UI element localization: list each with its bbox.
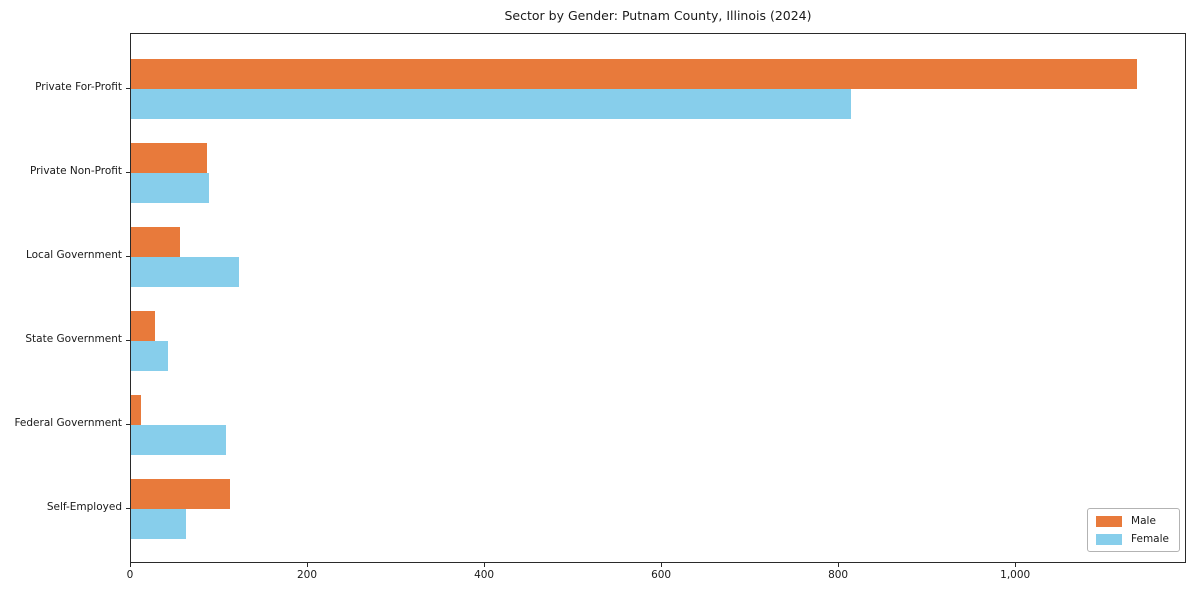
- x-tick-mark: [484, 563, 486, 567]
- bar-female-state-government: [131, 341, 169, 371]
- x-tick-label-400: 400: [474, 569, 495, 581]
- y-tick-mark: [126, 340, 130, 341]
- legend-item-female: Female: [1096, 533, 1169, 545]
- x-tick-label-800: 800: [828, 569, 849, 581]
- chart-title: Sector by Gender: Putnam County, Illinoi…: [504, 8, 812, 23]
- x-tick-mark: [1015, 563, 1017, 567]
- y-tick-mark: [126, 424, 130, 425]
- x-tick-mark: [307, 563, 308, 567]
- y-tick-mark: [126, 256, 130, 257]
- bar-female-federal-government: [131, 425, 226, 455]
- y-tick-label-state-government: State Government: [25, 333, 122, 345]
- y-tick-label-local-government: Local Government: [25, 249, 122, 261]
- x-tick-label-200: 200: [296, 569, 318, 581]
- legend-swatch-male: [1096, 515, 1123, 527]
- legend-label-male: Male: [1131, 515, 1156, 527]
- legend-swatch-female: [1096, 533, 1123, 545]
- legend-label-female: Female: [1131, 533, 1169, 545]
- y-tick-label-private-for-profit: Private For-Profit: [35, 81, 122, 93]
- y-tick-mark: [126, 172, 130, 173]
- legend: Male Female: [1087, 508, 1180, 552]
- y-tick-label-federal-government: Federal Government: [14, 417, 122, 429]
- legend-item-male: Male: [1096, 515, 1169, 527]
- x-tick-mark: [838, 563, 840, 567]
- x-tick-mark: [130, 563, 131, 567]
- bar-female-local-government: [131, 257, 239, 287]
- bar-female-private-for-profit: [131, 89, 851, 119]
- bar-male-self-employed: [131, 479, 231, 509]
- bar-male-local-government: [131, 227, 180, 257]
- bar-male-private-non-profit: [131, 143, 208, 173]
- plot-area: Male Female: [130, 33, 1186, 563]
- bar-female-self-employed: [131, 509, 186, 539]
- x-tick-label-1000: 1,000: [1000, 569, 1031, 581]
- bar-male-state-government: [131, 311, 155, 341]
- x-tick-mark: [661, 563, 663, 567]
- y-tick-label-private-non-profit: Private Non-Profit: [29, 165, 122, 177]
- x-tick-label-0: 0: [126, 569, 134, 581]
- y-tick-label-self-employed: Self-Employed: [46, 501, 122, 513]
- bar-male-federal-government: [131, 395, 141, 425]
- y-tick-mark: [126, 508, 130, 509]
- y-tick-mark: [126, 88, 130, 89]
- x-tick-label-600: 600: [651, 569, 672, 581]
- bar-female-private-non-profit: [131, 173, 209, 203]
- bar-male-private-for-profit: [131, 59, 1137, 89]
